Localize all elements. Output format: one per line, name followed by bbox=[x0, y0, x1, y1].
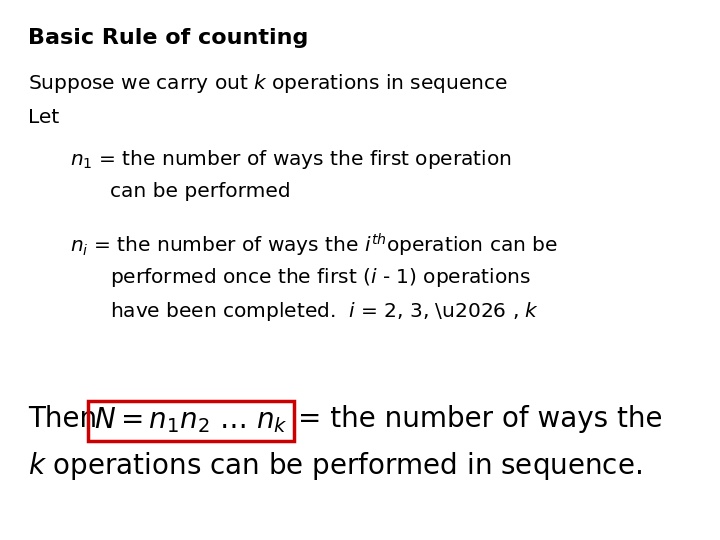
Text: $k$ operations can be performed in sequence.: $k$ operations can be performed in seque… bbox=[28, 450, 642, 482]
Text: Let: Let bbox=[28, 108, 59, 127]
Text: $n_i$ = the number of ways the $i^{th}$operation can be: $n_i$ = the number of ways the $i^{th}$o… bbox=[70, 232, 558, 259]
Text: $n_1$ = the number of ways the first operation: $n_1$ = the number of ways the first ope… bbox=[70, 148, 512, 171]
Text: = the number of ways the: = the number of ways the bbox=[298, 405, 662, 433]
Text: Then: Then bbox=[28, 405, 106, 433]
Text: $N = n_1 n_2\ \ldots\ n_k$: $N = n_1 n_2\ \ldots\ n_k$ bbox=[94, 405, 287, 435]
Text: Suppose we carry out $k$ operations in sequence: Suppose we carry out $k$ operations in s… bbox=[28, 72, 508, 95]
Text: performed once the first ($i$ - 1) operations: performed once the first ($i$ - 1) opera… bbox=[110, 266, 531, 289]
Text: Basic Rule of counting: Basic Rule of counting bbox=[28, 28, 308, 48]
Text: have been completed.  $i$ = 2, 3, \u2026 , $k$: have been completed. $i$ = 2, 3, \u2026 … bbox=[110, 300, 539, 323]
Text: can be performed: can be performed bbox=[110, 182, 291, 201]
